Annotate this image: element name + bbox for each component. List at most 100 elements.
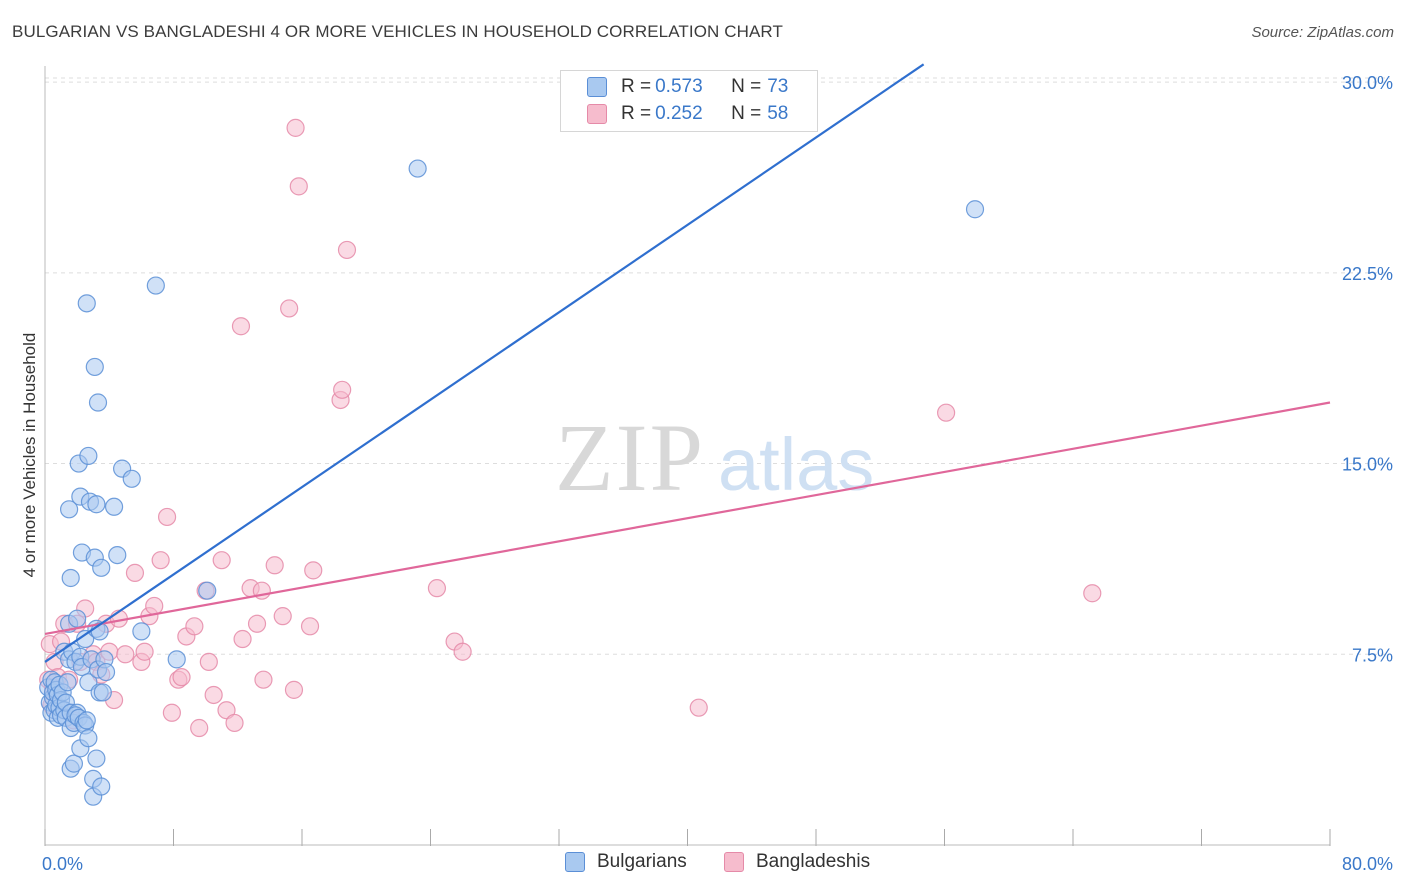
bulgarian-point — [92, 558, 111, 577]
bangladeshi-point — [289, 177, 308, 196]
bangladeshi-point — [185, 617, 204, 636]
bangladeshi-point — [304, 561, 323, 580]
bangladeshi-point — [199, 652, 218, 672]
bangladeshi-point — [254, 670, 273, 689]
bangladeshi-point — [151, 551, 170, 570]
y-tick-label: 30.0% — [1342, 73, 1393, 93]
bulgarian-point — [104, 497, 124, 516]
bulgarian-point — [85, 357, 104, 377]
bangladeshi-point — [273, 607, 292, 626]
legend-item-bulgarians[interactable]: Bulgarians — [565, 851, 687, 873]
legend-row-bulgarians: R = 0.573 N = 73 — [587, 74, 788, 100]
legend-swatch-blue — [565, 852, 585, 872]
chart-title: BULGARIAN VS BANGLADESHI 4 OR MORE VEHIC… — [12, 22, 783, 41]
bulgarian-point — [87, 749, 106, 768]
bangladeshi-point — [172, 668, 191, 687]
n-label: N = — [731, 103, 762, 124]
correlation-legend: R = 0.573 N = 73 R = 0.252 N = 58 — [560, 70, 818, 132]
bangladeshi-point — [162, 703, 181, 722]
y-tick-label: 15.0% — [1342, 455, 1393, 475]
legend-swatch-blue — [587, 77, 607, 97]
bangladeshi-point — [247, 614, 267, 633]
r-label: R = — [621, 76, 652, 97]
bulgarian-point — [132, 622, 151, 641]
bulgarian-point — [93, 683, 112, 702]
bulgarian-point — [64, 754, 84, 773]
bulgarian-point — [965, 200, 985, 219]
bangladeshi-point — [190, 718, 209, 738]
bangladeshi-point — [937, 403, 956, 422]
bulgarian-point — [68, 609, 87, 628]
x-tick-label-min: 0.0% — [42, 854, 83, 874]
bulgarian-point — [61, 568, 80, 588]
bulgarian-point — [77, 294, 96, 313]
bangladeshi-point — [689, 698, 708, 717]
n-label: N = — [731, 76, 762, 97]
legend-swatch-pink — [587, 104, 607, 124]
bulgarian-point — [108, 545, 127, 565]
legend-row-bangladeshis: R = 0.252 N = 58 — [587, 101, 788, 127]
bulgarian-point — [92, 777, 111, 796]
legend-swatch-pink — [724, 852, 744, 872]
bangladeshi-point — [231, 317, 251, 336]
r-value: 0.573 — [655, 76, 703, 97]
bangladeshi-point — [265, 556, 284, 575]
bangladeshi-point — [300, 617, 320, 636]
bulgarian-point — [79, 729, 98, 748]
bulgarian-point — [408, 159, 427, 178]
bulgarian-point — [59, 500, 79, 519]
r-value: 0.252 — [655, 103, 703, 124]
bangladeshi-point — [116, 645, 135, 664]
bulgarian-point — [76, 629, 95, 649]
trend-lines — [44, 63, 1331, 663]
bangladeshi-point — [157, 507, 177, 527]
bulgarians-points — [39, 159, 985, 806]
bangladeshi-point — [212, 551, 231, 570]
tick-labels: 7.5% 15.0% 22.5% 30.0% 0.0% 80.0% — [42, 73, 1393, 874]
bulgarian-point — [87, 495, 106, 514]
bulgarian-point — [146, 276, 165, 295]
n-value: 58 — [767, 103, 789, 124]
bulgarian-point — [79, 446, 98, 466]
bangladeshi-point — [125, 563, 145, 582]
bulgarian-point — [58, 673, 77, 692]
bangladeshi-point — [337, 240, 357, 260]
bangladeshi-point — [145, 596, 164, 616]
legend-label: Bulgarians — [597, 851, 687, 872]
bulgarian-point — [198, 581, 217, 600]
legend-item-bangladeshis[interactable]: Bangladeshis — [724, 851, 870, 873]
bangladeshi-point — [135, 642, 154, 661]
bangladeshi-point — [453, 642, 472, 661]
series-legend: Bulgarians Bangladeshis — [0, 851, 1406, 879]
bangladeshi-point — [284, 680, 304, 699]
bangladeshi-point — [286, 118, 305, 137]
x-tick-label-max: 80.0% — [1342, 854, 1393, 874]
y-axis-title: 4 or more Vehicles in Household — [20, 332, 39, 578]
bangladeshi-point — [333, 380, 352, 399]
bulgarian-point — [79, 673, 98, 692]
y-tick-label: 7.5% — [1352, 645, 1393, 665]
n-value: 73 — [767, 76, 789, 97]
watermark-atlas: atlas — [718, 423, 874, 506]
bangladeshi-point — [280, 299, 299, 318]
y-tick-label: 22.5% — [1342, 264, 1393, 284]
bulgarian-point — [77, 711, 96, 730]
bulgarian-point — [96, 662, 116, 682]
watermark-zip: ZIP — [555, 404, 705, 511]
r-label: R = — [621, 103, 652, 124]
bulgarian-point — [167, 650, 186, 669]
bangladeshi-point — [225, 713, 244, 733]
bangladeshi-point — [1083, 584, 1102, 603]
bulgarian-point — [88, 393, 108, 412]
bangladeshis-trend-line — [44, 401, 1331, 636]
grid-lines — [45, 77, 1390, 655]
source-label: Source: ZipAtlas.com — [1251, 24, 1394, 41]
watermark: ZIP atlas — [555, 404, 874, 511]
bangladeshi-point — [427, 579, 447, 598]
bulgarian-point — [122, 469, 141, 488]
legend-label: Bangladeshis — [756, 851, 871, 872]
bulgarians-trend-line — [44, 63, 925, 663]
bangladeshi-point — [233, 629, 252, 649]
bangladeshi-point — [204, 685, 223, 705]
